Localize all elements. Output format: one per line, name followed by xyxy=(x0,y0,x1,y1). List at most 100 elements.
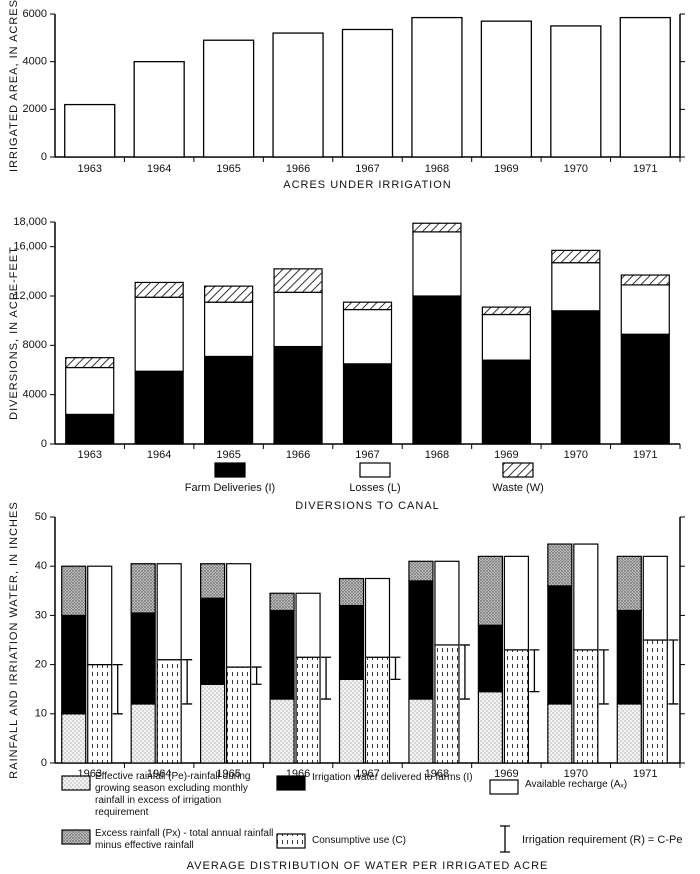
bar-segment xyxy=(408,560,434,582)
bar-segment xyxy=(616,609,642,705)
x-tick-label: 1966 xyxy=(286,449,310,461)
y-tick-label: 12,000 xyxy=(13,290,47,302)
bar-segment xyxy=(295,592,321,658)
bar-segment xyxy=(547,703,573,764)
x-tick-label: 1967 xyxy=(355,768,379,780)
bar-segment xyxy=(134,370,184,445)
error-bar xyxy=(529,649,540,693)
bar-segment xyxy=(200,563,226,599)
bar xyxy=(619,16,671,158)
bar-segment xyxy=(200,597,226,685)
x-tick-label: 1968 xyxy=(425,768,449,780)
bar-segment xyxy=(481,306,531,316)
y-tick-label: 0 xyxy=(41,757,47,769)
legend-label: Losses (L) xyxy=(349,482,400,494)
bar-segment xyxy=(204,355,254,445)
error-bar xyxy=(321,656,332,700)
bar-segment xyxy=(130,703,156,764)
bar xyxy=(341,28,394,158)
bar-segment xyxy=(273,345,323,445)
x-tick-label: 1965 xyxy=(216,163,240,175)
legend-label: Effective rainfall (Pe)-rainfall during … xyxy=(95,771,251,818)
legend-label: Consumptive use (C) xyxy=(312,835,406,846)
legend-label: Waste (W) xyxy=(492,482,544,494)
x-tick-label: 1970 xyxy=(564,768,588,780)
bar-segment xyxy=(156,659,182,764)
bar-segment xyxy=(481,359,531,445)
y-tick-label: 16,000 xyxy=(13,241,47,253)
legend-label-box: Effective rainfall (Pe)-rainfall during … xyxy=(95,771,251,818)
legend-swatch xyxy=(489,779,519,795)
legend-swatch xyxy=(359,462,391,478)
bar-segment xyxy=(269,592,295,612)
y-axis-label: IRRIGATED AREA, IN ACRES xyxy=(8,0,20,172)
bar-segment xyxy=(364,656,391,764)
legend-label: Farm Deliveries (I) xyxy=(185,482,275,494)
bar-segment xyxy=(226,563,252,668)
bar-segment xyxy=(200,683,226,764)
legend-swatch xyxy=(214,462,246,478)
bar-segment xyxy=(547,543,573,587)
bar-segment xyxy=(434,644,460,764)
bar-segment xyxy=(408,580,434,700)
bar xyxy=(133,61,185,158)
bar-segment xyxy=(551,262,601,312)
bar-segment xyxy=(338,678,365,764)
error-bar xyxy=(668,639,679,705)
error-bar xyxy=(112,663,123,715)
y-axis-label: DIVERSIONS, IN ACRE-FEET xyxy=(8,246,20,420)
y-tick-label: 50 xyxy=(35,511,47,523)
y-tick-label: 10 xyxy=(35,708,47,720)
error-bar xyxy=(251,666,262,685)
x-tick-label: 1967 xyxy=(355,449,379,461)
bar-segment xyxy=(342,301,393,311)
y-tick-label: 2000 xyxy=(23,103,47,115)
legend-swatch xyxy=(61,829,91,845)
legend-swatch xyxy=(276,833,306,849)
bar-segment xyxy=(547,585,573,705)
y-tick-label: 6000 xyxy=(23,8,47,20)
y-tick-label: 4000 xyxy=(23,389,47,401)
x-tick-label: 1966 xyxy=(286,163,310,175)
y-tick-label: 30 xyxy=(35,609,47,621)
legend-label-box: Consumptive use (C) xyxy=(312,835,406,846)
bar-segment xyxy=(204,301,254,358)
bar-segment xyxy=(156,563,182,661)
error-bar xyxy=(182,659,193,705)
bar-segment xyxy=(273,291,323,348)
bar-segment xyxy=(616,555,642,612)
x-tick-label: 1964 xyxy=(147,163,171,175)
bar-segment xyxy=(269,609,295,700)
legend-swatch xyxy=(276,775,306,791)
bar-segment xyxy=(134,296,184,372)
x-axis-label: ACRES UNDER IRRIGATION xyxy=(283,179,451,191)
bar xyxy=(480,20,533,158)
bar-segment xyxy=(620,333,670,445)
x-tick-label: 1971 xyxy=(633,163,657,175)
bar-segment xyxy=(342,363,393,445)
bar-segment xyxy=(503,555,529,651)
bar-segment xyxy=(364,577,391,658)
y-tick-label: 4000 xyxy=(23,56,47,68)
bar xyxy=(64,103,116,158)
x-axis-label: DIVERSIONS TO CANAL xyxy=(295,500,440,512)
legend-label-box: Irrigation water delivered to farms (I) xyxy=(312,772,473,783)
bar-segment xyxy=(134,281,184,298)
bar xyxy=(202,39,255,158)
bar-segment xyxy=(130,612,156,705)
bar-segment xyxy=(65,413,115,445)
bar-segment xyxy=(269,698,295,764)
x-axis-label: AVERAGE DISTRIBUTION OF WATER PER IRRIGA… xyxy=(187,860,549,872)
bar-segment xyxy=(642,639,668,764)
bar-segment xyxy=(620,274,670,286)
x-tick-label: 1970 xyxy=(564,449,588,461)
bar-segment xyxy=(412,295,462,445)
bar-segment xyxy=(477,555,503,626)
bar-segment xyxy=(65,357,115,369)
y-tick-label: 18,000 xyxy=(13,216,47,228)
bar-segment xyxy=(412,222,462,233)
bar-segment xyxy=(65,366,115,415)
bar-segment xyxy=(130,563,156,614)
error-bar xyxy=(459,644,470,700)
